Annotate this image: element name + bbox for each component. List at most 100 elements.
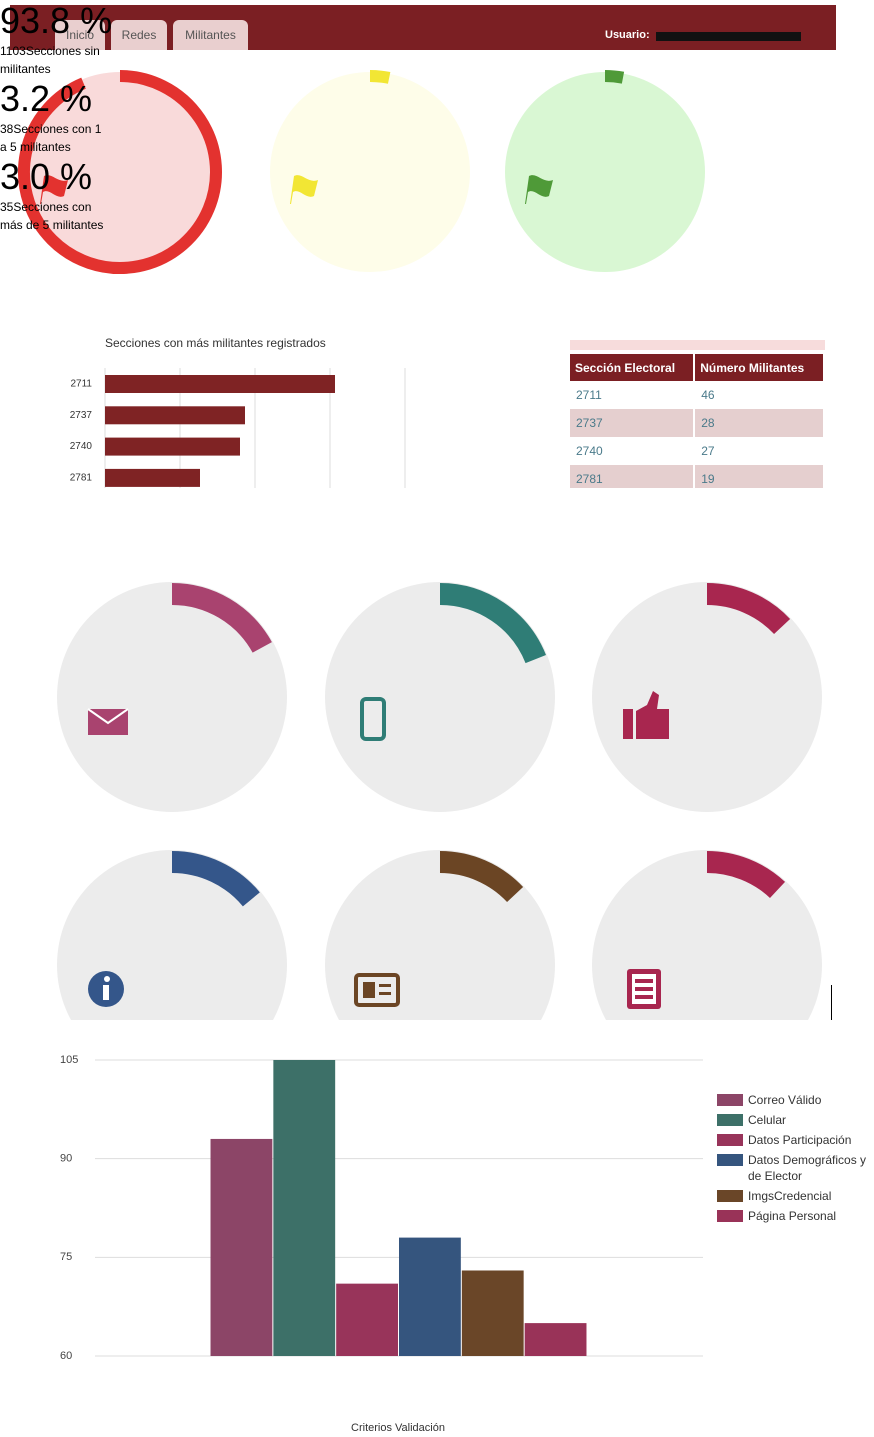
ring-arc bbox=[706, 583, 791, 635]
legend-label: ImgsCredencial bbox=[748, 1189, 832, 1203]
table-row: 2737 28 bbox=[570, 409, 825, 437]
bar bbox=[105, 437, 240, 456]
table-header: Sección Electoral Número Militantes bbox=[570, 354, 825, 381]
validation-rings-svg bbox=[57, 582, 822, 1020]
ring-arc bbox=[604, 70, 625, 84]
y-tick-label: 2740 bbox=[70, 441, 93, 452]
legend-item: Página Personal bbox=[717, 1208, 874, 1224]
column-header: Sección Electoral bbox=[570, 354, 696, 381]
ring-arc bbox=[706, 851, 786, 899]
ring-arc bbox=[439, 583, 546, 664]
ring-text: Secciones con más de 5 militantes bbox=[0, 200, 104, 232]
card-icon-photo bbox=[363, 982, 375, 998]
legend-label: Correo Válido bbox=[748, 1093, 822, 1107]
legend-item: Datos Participación bbox=[717, 1132, 874, 1148]
page-icon-line bbox=[635, 995, 653, 999]
legend-item: Datos Demográficos y de Elector bbox=[717, 1152, 874, 1184]
legend-label: Celular bbox=[748, 1113, 787, 1127]
ring-arc bbox=[369, 69, 391, 84]
table-cell: 2781 bbox=[570, 465, 696, 488]
ring-text: Secciones sin militantes bbox=[0, 44, 100, 76]
cursor bbox=[831, 985, 832, 1020]
table-cell: 2737 bbox=[570, 409, 696, 437]
table-cell: 2740 bbox=[570, 437, 696, 465]
ring-count: 35 bbox=[0, 200, 14, 214]
validation-rings: 17 %93Correos validados19 %105Celulares … bbox=[0, 570, 874, 1020]
legend-item: Celular bbox=[717, 1112, 874, 1128]
legend-swatch bbox=[717, 1134, 743, 1146]
ring-value: 3.2 % bbox=[0, 78, 93, 119]
tab[interactable]: Inicio bbox=[55, 20, 105, 50]
info-icon-dot bbox=[104, 976, 110, 982]
y-tick-label: 90 bbox=[60, 1153, 72, 1165]
column-header: Número Militantes bbox=[694, 354, 825, 381]
bar bbox=[105, 406, 245, 425]
thumb-icon-cuff bbox=[623, 709, 633, 739]
legend-label: Datos Demográficos y de Elector bbox=[748, 1153, 867, 1183]
bar bbox=[524, 1323, 587, 1356]
page-icon-line bbox=[635, 979, 653, 983]
ring-caption: 38Secciones con 1 a 5 militantes bbox=[0, 120, 104, 156]
sections-chart-svg: Secciones con más militantes registrados… bbox=[70, 336, 406, 488]
ring-face bbox=[20, 72, 220, 272]
table-cell: 46 bbox=[694, 381, 825, 409]
bar bbox=[105, 468, 200, 487]
flag-icon bbox=[525, 175, 553, 204]
legend-item: ImgsCredencial bbox=[717, 1188, 874, 1204]
bar bbox=[105, 375, 335, 393]
ring-face bbox=[505, 72, 705, 272]
bar bbox=[210, 1138, 273, 1356]
ring-value: 3.0 % bbox=[0, 156, 93, 197]
card-icon-line bbox=[379, 984, 391, 987]
legend-swatch bbox=[717, 1114, 743, 1126]
legend-swatch bbox=[717, 1190, 743, 1202]
bar bbox=[461, 1270, 524, 1356]
thumb-icon bbox=[636, 691, 669, 739]
y-tick-label: 2781 bbox=[70, 473, 93, 484]
redaction bbox=[656, 32, 801, 41]
legend-label: Página Personal bbox=[748, 1209, 837, 1223]
info-icon-bar bbox=[103, 985, 109, 1000]
table-row: 2740 27 bbox=[570, 437, 825, 465]
legend-swatch bbox=[717, 1154, 743, 1166]
ring-face bbox=[592, 582, 822, 812]
legend-swatch bbox=[717, 1094, 743, 1106]
mail-icon-flap bbox=[87, 708, 129, 725]
card-icon-line bbox=[379, 992, 391, 995]
y-tick-label: 105 bbox=[60, 1054, 78, 1066]
table-row: 2781 19 bbox=[570, 465, 825, 488]
ring-arc bbox=[439, 851, 524, 903]
y-tick-label: 2737 bbox=[70, 410, 93, 421]
sections-table: Sección Electoral Número Militantes 2711 46… bbox=[570, 340, 825, 488]
user-label: Usuario: bbox=[605, 29, 650, 41]
tab[interactable]: Militantes bbox=[173, 20, 248, 50]
ring-value: 93.8 % bbox=[0, 0, 113, 41]
bar bbox=[336, 1283, 398, 1356]
tab[interactable]: Redes bbox=[111, 20, 167, 50]
bar bbox=[273, 1060, 336, 1356]
y-tick-label: 2711 bbox=[70, 379, 92, 390]
ring-count: 1103 bbox=[0, 44, 26, 58]
sections-chart: Secciones con más militantes registrados… bbox=[0, 330, 560, 488]
chart-title: Secciones con más militantes registrados bbox=[105, 336, 326, 350]
table-row: 2711 46 bbox=[570, 381, 825, 409]
table-strip bbox=[570, 340, 825, 350]
legend-label: Datos Participación bbox=[748, 1133, 852, 1147]
ring-caption: 35Secciones con más de 5 militantes bbox=[0, 198, 104, 234]
section-ring-texts: 93.8 % 1103Secciones sin militantes 3.2 % 3… bbox=[0, 0, 874, 330]
flag-icon bbox=[290, 175, 318, 204]
table-cell: 19 bbox=[694, 465, 825, 488]
ring-arc bbox=[171, 583, 272, 653]
ring-count: 38 bbox=[0, 122, 14, 136]
ring-arc bbox=[171, 851, 260, 907]
ring-face bbox=[57, 582, 287, 812]
y-tick-label: 75 bbox=[60, 1251, 72, 1263]
legend-swatch bbox=[717, 1210, 743, 1222]
table-cell: 28 bbox=[694, 409, 825, 437]
table-cell: 27 bbox=[694, 437, 825, 465]
x-axis-label: Criterios Validación bbox=[351, 1422, 445, 1434]
flag-icon bbox=[40, 175, 68, 204]
legend-item: Correo Válido bbox=[717, 1092, 874, 1108]
